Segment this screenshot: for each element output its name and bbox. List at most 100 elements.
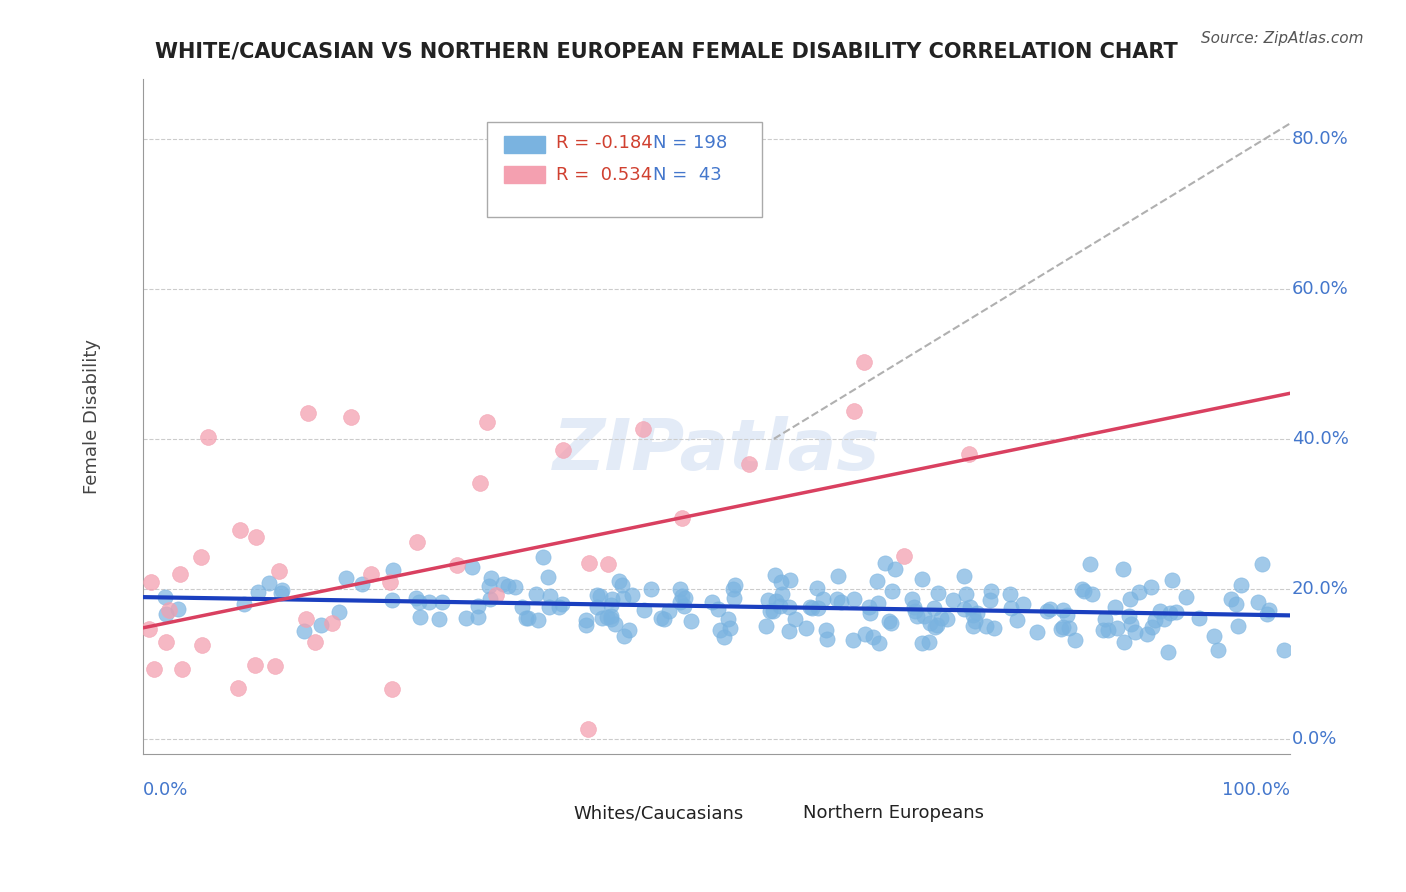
Point <box>911 572 934 586</box>
Point <box>155 590 177 604</box>
Point <box>1204 629 1226 643</box>
Point <box>578 556 600 570</box>
Point <box>955 587 977 601</box>
Point <box>1257 603 1279 617</box>
Point <box>607 574 630 588</box>
FancyBboxPatch shape <box>762 806 794 822</box>
Text: Whites/Caucasians: Whites/Caucasians <box>574 805 744 822</box>
Point <box>830 595 852 609</box>
Text: Northern Europeans: Northern Europeans <box>803 805 984 822</box>
Point <box>669 595 692 609</box>
Point <box>226 681 249 696</box>
Point <box>485 588 508 602</box>
Point <box>807 601 830 615</box>
Point <box>806 581 828 595</box>
Point <box>1123 624 1146 639</box>
Point <box>446 558 468 572</box>
Point <box>925 618 948 632</box>
Point <box>1160 573 1182 587</box>
Point <box>770 575 793 590</box>
Point <box>1059 622 1081 636</box>
Point <box>998 587 1021 601</box>
Point <box>859 606 882 620</box>
Point <box>905 609 928 624</box>
Point <box>526 613 548 627</box>
Point <box>191 638 214 652</box>
Point <box>1140 580 1163 594</box>
Point <box>1157 645 1180 659</box>
Point <box>1247 595 1270 609</box>
Point <box>1097 624 1119 638</box>
Point <box>1091 623 1114 637</box>
Point <box>1080 557 1102 571</box>
Point <box>953 602 976 616</box>
Point <box>492 577 515 591</box>
Point <box>650 611 672 625</box>
Point <box>768 599 790 613</box>
Point <box>1142 620 1164 634</box>
Point <box>759 604 782 618</box>
Point <box>382 563 405 577</box>
Point <box>311 618 333 632</box>
Point <box>1112 562 1135 576</box>
Point <box>600 592 623 607</box>
Point <box>866 574 889 588</box>
Point <box>633 422 655 436</box>
Point <box>350 577 373 591</box>
Point <box>537 570 560 584</box>
Text: Source: ZipAtlas.com: Source: ZipAtlas.com <box>1201 31 1364 46</box>
Point <box>942 592 965 607</box>
Point <box>1070 582 1092 596</box>
Point <box>918 635 941 649</box>
Text: R = -0.184: R = -0.184 <box>555 135 652 153</box>
Point <box>138 622 160 636</box>
Point <box>1166 605 1188 619</box>
Point <box>935 611 957 625</box>
Point <box>1052 603 1074 617</box>
Point <box>591 611 613 625</box>
Point <box>1206 643 1229 657</box>
Point <box>723 582 745 596</box>
Point <box>765 594 787 608</box>
Point <box>873 556 896 570</box>
Point <box>718 621 741 635</box>
Point <box>247 585 270 599</box>
Point <box>245 658 267 673</box>
Point <box>633 603 655 617</box>
Point <box>505 580 527 594</box>
Point <box>172 662 194 676</box>
Point <box>658 604 681 618</box>
Point <box>1251 558 1274 572</box>
Point <box>681 614 703 628</box>
Point <box>1025 625 1047 640</box>
Point <box>620 588 643 602</box>
Point <box>979 593 1001 607</box>
Point <box>924 620 946 634</box>
Point <box>228 523 250 537</box>
Point <box>1000 601 1022 615</box>
Point <box>589 589 612 603</box>
Point <box>1188 611 1211 625</box>
Point <box>1038 601 1060 615</box>
Point <box>700 595 723 609</box>
Point <box>862 631 884 645</box>
Point <box>360 566 382 581</box>
Point <box>1073 583 1095 598</box>
Point <box>245 530 267 544</box>
Point <box>197 430 219 444</box>
Point <box>673 591 696 605</box>
Point <box>811 592 834 607</box>
Point <box>1007 613 1029 627</box>
Point <box>550 597 572 611</box>
Point <box>515 611 537 625</box>
Point <box>772 587 794 601</box>
Text: ZIPatlas: ZIPatlas <box>553 416 880 484</box>
Point <box>959 599 981 614</box>
Point <box>613 629 636 643</box>
Point <box>672 599 695 613</box>
Point <box>596 610 619 624</box>
Point <box>143 662 166 676</box>
Text: 20.0%: 20.0% <box>1292 580 1348 598</box>
Point <box>270 583 292 598</box>
Point <box>1230 578 1253 592</box>
